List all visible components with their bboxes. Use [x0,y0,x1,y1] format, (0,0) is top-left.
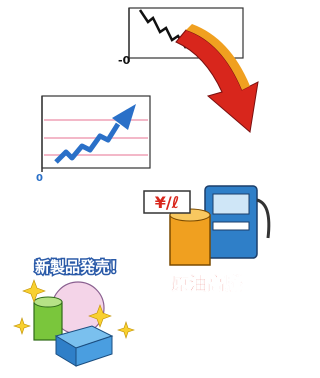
barrel [170,215,210,265]
axis-label: 0 [36,173,43,184]
axis-label: -0 [118,54,131,67]
rising-chart: 0 [36,96,150,184]
oil-price: ¥/ℓ 原油高騰 [144,186,269,295]
illustration: -0 0 ¥/ℓ 原油高騰 新製品発売！ [0,0,283,378]
pump-hose [257,200,269,238]
pump-screen [213,194,249,214]
price-sign-text: ¥/ℓ [155,193,180,212]
cylinder-top [34,297,62,307]
cylinder [34,302,62,340]
pump-keys [213,222,249,230]
product-caption: 新製品発売！ [35,258,125,276]
oil-caption: 原油高騰 [171,273,243,295]
new-product: 新製品発売！ [14,258,134,366]
